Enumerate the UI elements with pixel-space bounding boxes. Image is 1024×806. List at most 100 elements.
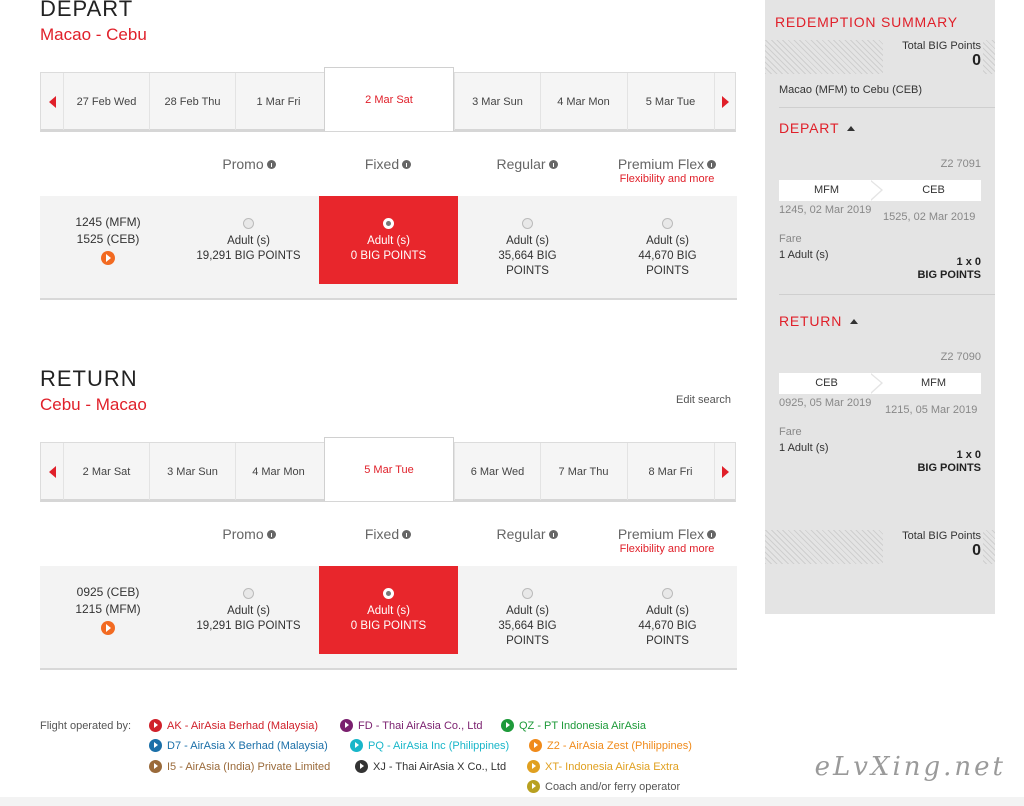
legend-item-i5: I5 - AirAsia (India) Private Limited [149, 760, 330, 773]
depart-header-promo: Promo [184, 156, 314, 172]
arrow-right-circle-icon[interactable] [101, 251, 115, 265]
radio-button[interactable] [243, 588, 254, 599]
depart-fare-fixed-selected[interactable]: Adult (s) 0 BIG POINTS [319, 196, 458, 284]
legend-text: I5 - AirAsia (India) Private Limited [167, 760, 331, 773]
return-route: Cebu - Macao [40, 395, 147, 414]
return-date-tab[interactable]: 2 Mar Sat [63, 443, 149, 500]
depart-prev-arrow[interactable] [41, 73, 63, 130]
return-airports: CEB MFM [779, 373, 981, 394]
info-icon[interactable] [707, 160, 717, 169]
fixed-label: Fixed [364, 526, 400, 542]
legend-text: XT- Indonesia AirAsia Extra [545, 760, 679, 773]
depart-date-tab[interactable]: 3 Mar Sun [454, 73, 540, 130]
depart-pax: 1 Adult (s) [779, 249, 829, 261]
info-icon[interactable] [402, 160, 412, 169]
info-icon[interactable] [402, 530, 412, 539]
points-unit: POINTS [646, 265, 689, 277]
airline-arrow-icon [350, 739, 363, 752]
depart-header-premium: Premium Flex [602, 156, 732, 172]
depart-next-arrow[interactable] [714, 73, 736, 130]
depart-header-fixed: Fixed [323, 156, 453, 172]
return-date-tab[interactable]: 8 Mar Fri [627, 443, 713, 500]
promo-label: Promo [222, 156, 264, 172]
radio-button-selected[interactable] [383, 588, 394, 599]
radio-button[interactable] [522, 588, 533, 599]
chevron-right-icon [722, 95, 729, 108]
return-date-tab[interactable]: 4 Mar Mon [235, 443, 321, 500]
depart-qty: 1 x 0 [956, 256, 981, 268]
return-date-tab-active[interactable]: 5 Mar Tue [324, 437, 454, 501]
info-icon[interactable] [266, 530, 276, 539]
depart-date-tab[interactable]: 1 Mar Fri [235, 73, 321, 130]
return-premium-sub: Flexibility and more [619, 543, 715, 555]
return-date-tab[interactable]: 6 Mar Wed [454, 443, 540, 500]
total-points-box: Total BIG Points 0 [883, 530, 983, 564]
legend-item-coach: Coach and/or ferry operator [527, 780, 680, 793]
return-next-arrow[interactable] [714, 443, 736, 500]
depart-header-regular: Regular [462, 156, 592, 172]
radio-button-selected[interactable] [383, 218, 394, 229]
radio-button[interactable] [662, 588, 673, 599]
return-dep-datetime: 0925, 05 Mar 2019 [779, 397, 872, 409]
chevron-left-icon [48, 465, 56, 478]
return-date-tab[interactable]: 7 Mar Thu [540, 443, 626, 500]
radio-button[interactable] [522, 218, 533, 229]
legend-item-pq: PQ - AirAsia Inc (Philippines) [350, 739, 509, 752]
legend-text: FD - Thai AirAsia Co., Ltd [358, 719, 483, 732]
return-date-bar: 2 Mar Sat 3 Mar Sun 4 Mar Mon 5 Mar Tue … [40, 437, 736, 502]
points-value: 44,670 BIG [638, 250, 697, 262]
legend-text: QZ - PT Indonesia AirAsia [519, 719, 646, 732]
airline-arrow-icon [149, 719, 162, 732]
depart-fare-promo[interactable]: Adult (s) 19,291 BIG POINTS [179, 196, 318, 284]
legend-item-xj: XJ - Thai AirAsia X Co., Ltd [355, 760, 506, 773]
depart-date-tab[interactable]: 4 Mar Mon [540, 73, 626, 130]
arrow-right-circle-icon[interactable] [101, 621, 115, 635]
depart-date-bar: 27 Feb Wed 28 Feb Thu 1 Mar Fri 2 Mar Sa… [40, 67, 736, 132]
return-prev-arrow[interactable] [41, 443, 63, 500]
info-icon[interactable] [266, 160, 276, 169]
regular-label: Regular [496, 156, 546, 172]
points-unit: POINTS [506, 265, 549, 277]
depart-airports: MFM CEB [779, 180, 981, 201]
return-arr-time: 1215 (MFM) [75, 602, 141, 616]
return-fare-fixed-selected[interactable]: Adult (s) 0 BIG POINTS [319, 566, 458, 654]
summary-route: Macao (MFM) to Cebu (CEB) [779, 84, 923, 96]
legend-item-ak: AK - AirAsia Berhad (Malaysia) [149, 719, 318, 732]
depart-unit: BIG POINTS [917, 269, 981, 281]
premium-label: Premium Flex [617, 526, 705, 542]
airline-arrow-icon [340, 719, 353, 732]
pax-label: Adult (s) [367, 605, 410, 617]
depart-fare-regular[interactable]: Adult (s) 35,664 BIG POINTS [458, 196, 597, 284]
edit-search-link[interactable]: Edit search [676, 394, 732, 406]
watermark-logo: eLvXing.net [814, 752, 1006, 782]
depart-date-tab-active[interactable]: 2 Mar Sat [324, 67, 454, 131]
depart-route: Macao - Cebu [40, 25, 147, 44]
depart-date-tab[interactable]: 28 Feb Thu [149, 73, 235, 130]
depart-date-tab[interactable]: 5 Mar Tue [627, 73, 713, 130]
radio-button[interactable] [243, 218, 254, 229]
return-fare-regular[interactable]: Adult (s) 35,664 BIG POINTS [458, 566, 597, 654]
radio-button[interactable] [662, 218, 673, 229]
summary-title: REDEMPTION SUMMARY [775, 14, 958, 30]
return-header-fixed: Fixed [323, 526, 453, 542]
depart-fare-premium[interactable]: Adult (s) 44,670 BIG POINTS [598, 196, 737, 284]
legend-text: PQ - AirAsia Inc (Philippines) [368, 739, 510, 752]
info-icon[interactable] [548, 160, 558, 169]
depart-date-tab[interactable]: 27 Feb Wed [63, 73, 149, 130]
return-date-tab[interactable]: 3 Mar Sun [149, 443, 235, 500]
airline-arrow-icon [149, 760, 162, 773]
legend-text: D7 - AirAsia X Berhad (Malaysia) [167, 739, 328, 752]
info-icon[interactable] [548, 530, 558, 539]
return-fare-promo[interactable]: Adult (s) 19,291 BIG POINTS [179, 566, 318, 654]
return-fare-premium[interactable]: Adult (s) 44,670 BIG POINTS [598, 566, 737, 654]
return-dep-time: 0925 (CEB) [76, 585, 140, 599]
summary-depart-toggle[interactable]: DEPART [779, 120, 856, 136]
destination-code: CEB [922, 184, 945, 196]
info-icon[interactable] [707, 530, 717, 539]
return-title: RETURN [40, 366, 138, 391]
summary-return-toggle[interactable]: RETURN [779, 313, 859, 329]
depart-fare-row: 1245 (MFM) 1525 (CEB) Adult (s) 19,291 B… [40, 196, 737, 300]
total-points-value: 0 [972, 542, 981, 559]
legend-item-z2: Z2 - AirAsia Zest (Philippines) [529, 739, 692, 752]
points-unit: POINTS [646, 635, 689, 647]
